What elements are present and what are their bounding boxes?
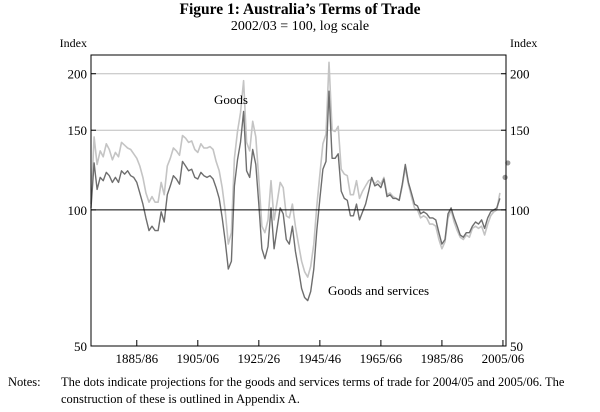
projection-dot-1 xyxy=(502,174,508,180)
x-tick-label-1925: 1925/26 xyxy=(238,351,281,366)
series-goods-line xyxy=(90,61,501,278)
x-tick-label-1985: 1985/86 xyxy=(421,351,464,366)
y-axis-title-left: Index xyxy=(60,36,87,50)
plot-frame xyxy=(90,54,507,347)
notes-label: Notes: xyxy=(8,375,41,389)
projection-dot-2 xyxy=(505,160,511,166)
x-tick-label-1945: 1945/46 xyxy=(299,351,342,366)
y-tick-label-left-200: 200 xyxy=(68,67,88,82)
y-tick-label-right-200: 200 xyxy=(510,67,530,82)
y-axis-title-right: Index xyxy=(510,36,537,50)
axes xyxy=(90,54,507,347)
gridlines xyxy=(91,73,506,131)
series-goods-and-services-line xyxy=(90,90,501,302)
y-tick-label-left-100: 100 xyxy=(68,203,88,218)
x-tick-label-1905: 1905/06 xyxy=(176,351,219,366)
labels: 50 50 100 100 150 150 200 200 Index Index 1885/86 1… xyxy=(60,36,538,366)
series-label-goods: Goods xyxy=(214,92,248,107)
y-tick-label-right-150: 150 xyxy=(510,123,530,138)
chart-subtitle: 2002/03 = 100, log scale xyxy=(230,19,370,34)
x-tick-label-1965: 1965/66 xyxy=(360,351,403,366)
chart-title: Figure 1: Australia’s Terms of Trade xyxy=(179,1,421,18)
y-tick-label-left-150: 150 xyxy=(68,123,88,138)
y-tick-label-right-100: 100 xyxy=(510,203,530,218)
series-label-goods-and-services: Goods and services xyxy=(328,283,429,298)
y-tick-label-left-50: 50 xyxy=(74,339,87,354)
x-tick-label-1885: 1885/86 xyxy=(115,351,158,366)
x-tick-label-2005: 2005/06 xyxy=(482,351,525,366)
series-lines xyxy=(90,61,511,302)
notes-text: The dots indicate projections for the go… xyxy=(61,375,565,406)
y-tick-label-right-50: 50 xyxy=(510,339,523,354)
